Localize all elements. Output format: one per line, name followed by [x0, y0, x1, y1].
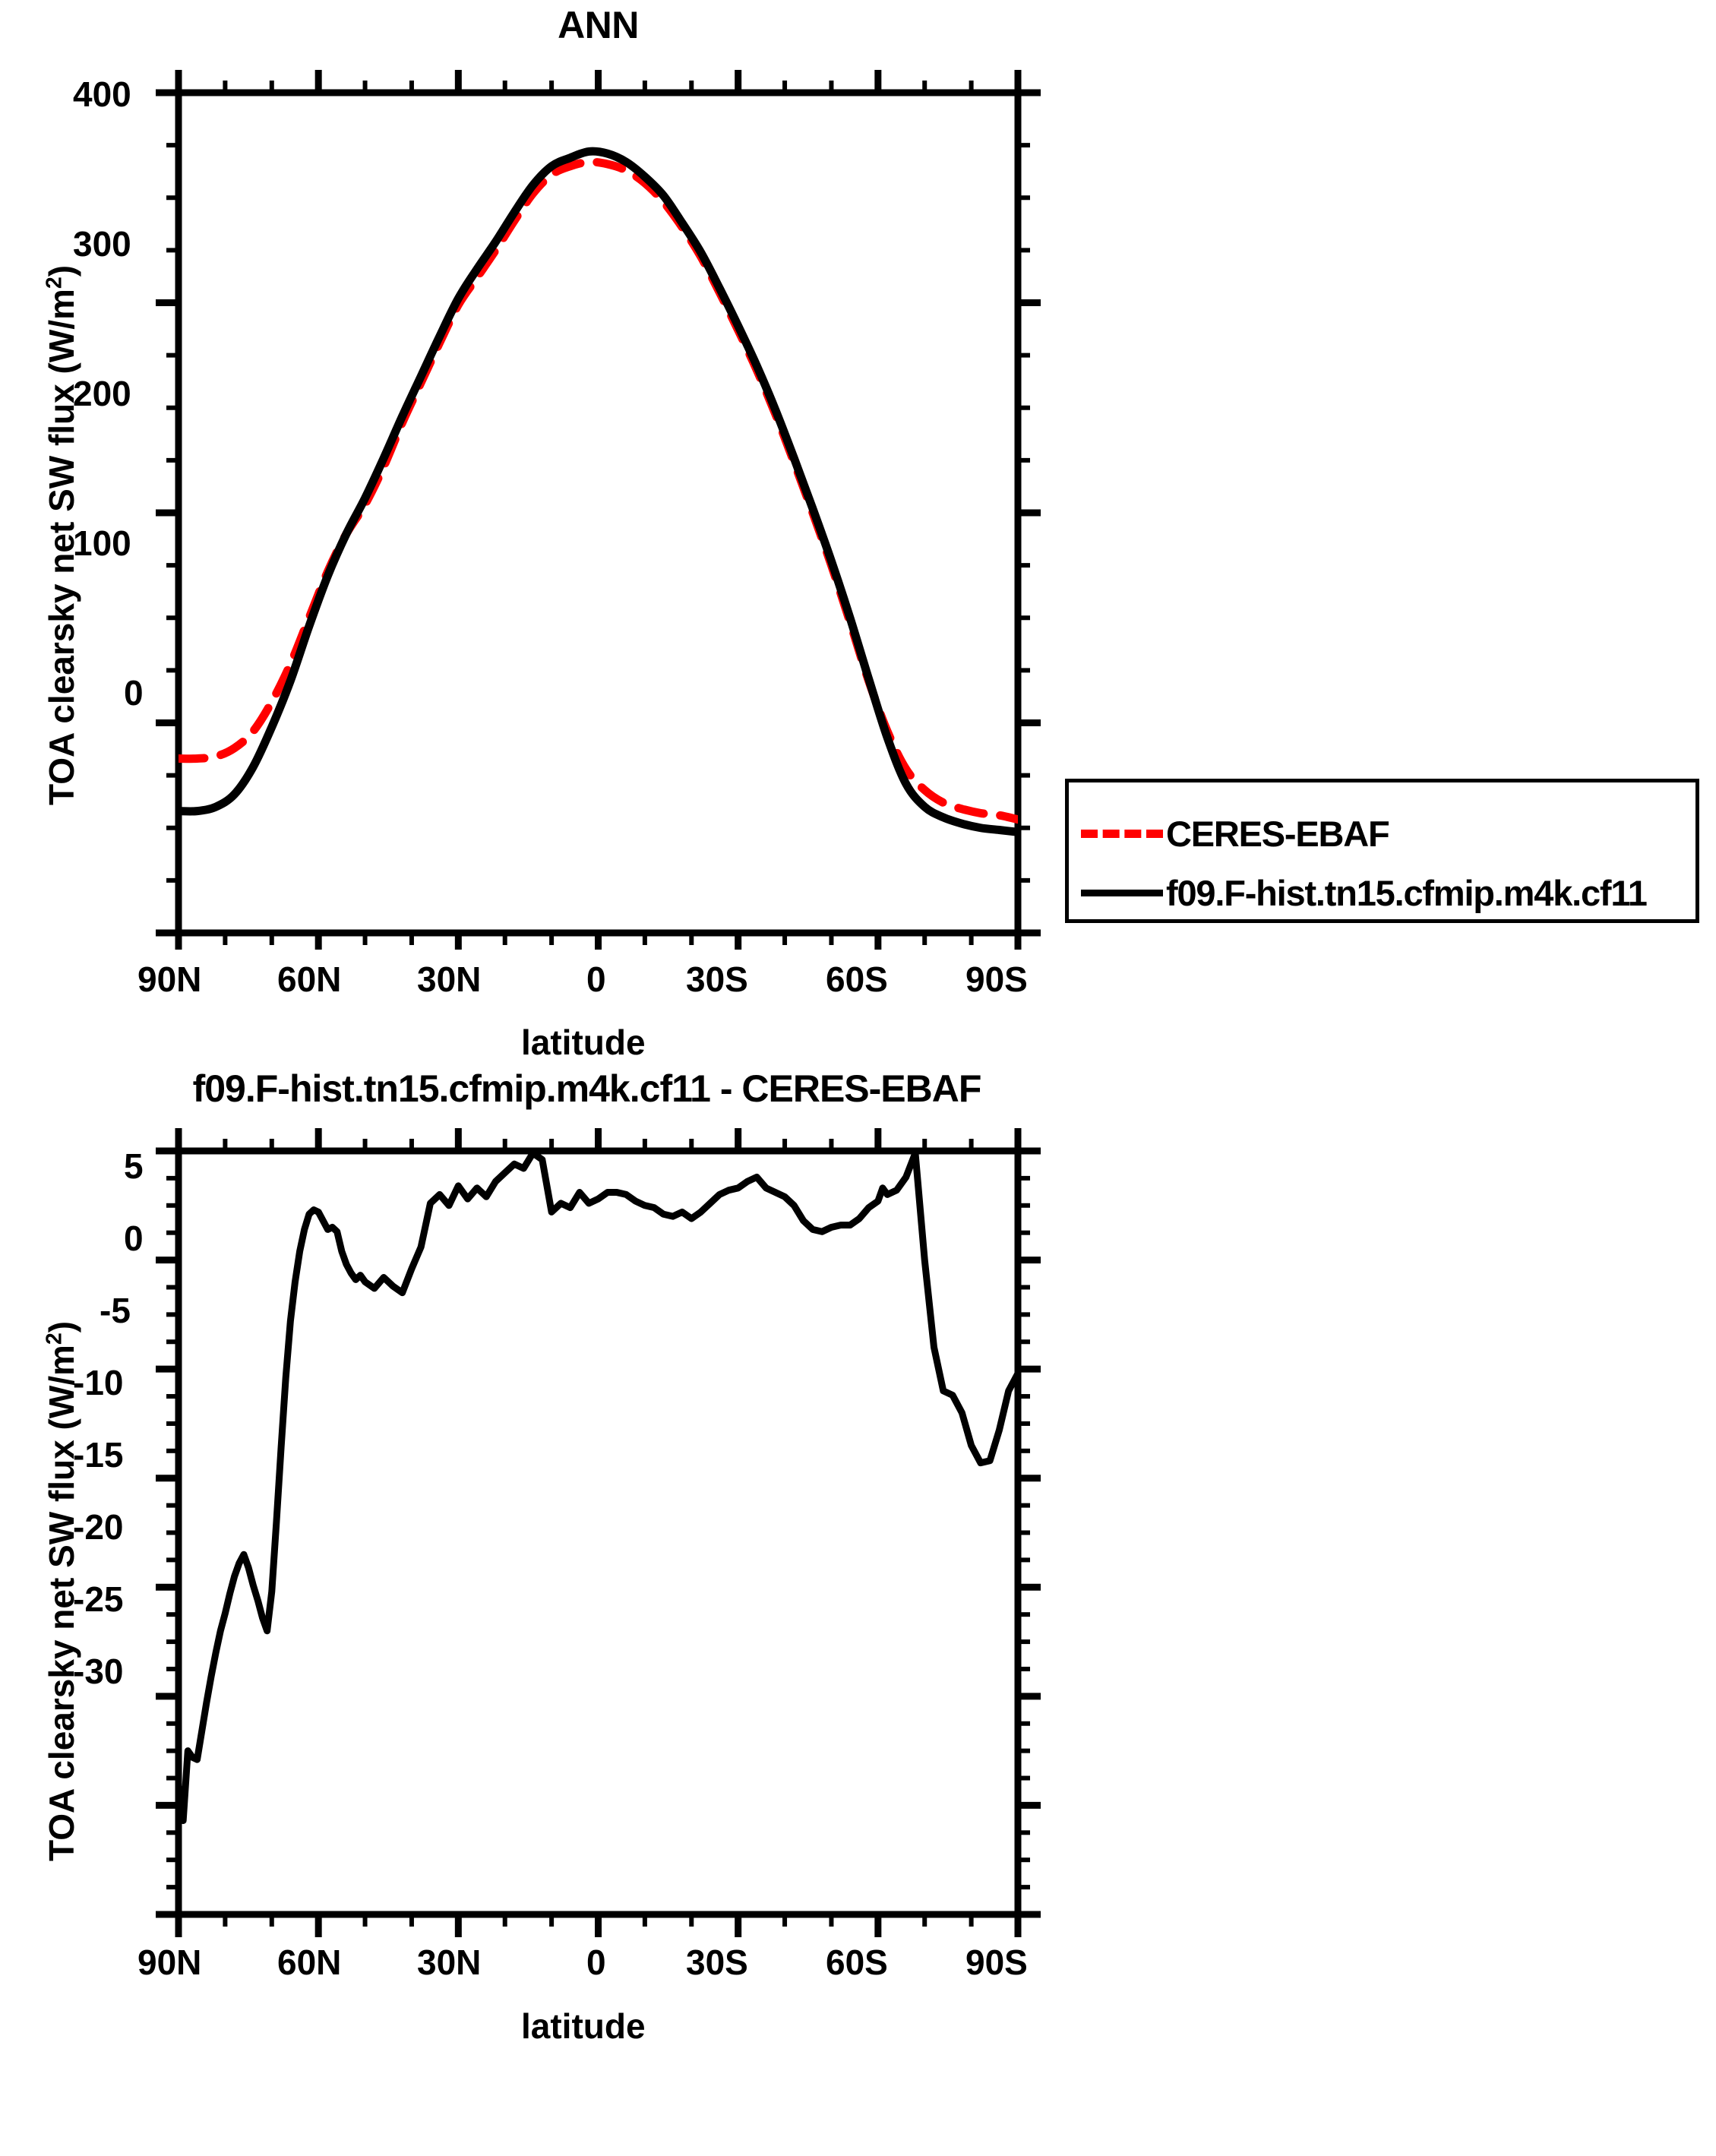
panel2-ytick-m30: -30 — [73, 1652, 124, 1691]
legend-label-ceres-ebaf: CERES-EBAF — [1166, 813, 1390, 854]
panel1-yaxis-label: TOA clearsky net SW flux (W/m2) — [41, 265, 82, 805]
panel1-yaxis-label-prefix: TOA clearsky net SW flux (W/m — [42, 289, 81, 805]
panel1-xtick-90N: 90N — [137, 959, 202, 999]
panel2-yaxis-label-suffix: ) — [42, 1320, 81, 1333]
panel1-xaxis-label: latitude — [521, 1023, 646, 1062]
panel2-yaxis-label-prefix: TOA clearsky net SW flux (W/m — [42, 1345, 81, 1861]
panel1-title: ANN — [558, 4, 639, 46]
panel2-xtick-30S: 30S — [686, 1943, 748, 1982]
panel1-yaxis-label-exponent: 2 — [42, 277, 67, 289]
legend-label-model: f09.F-hist.tn15.cfmip.m4k.cf11 — [1166, 872, 1648, 913]
panel1-ytick-300: 300 — [73, 224, 131, 264]
panel2-yaxis-label: TOA clearsky net SW flux (W/m2) — [41, 1321, 82, 1861]
panel1-xtick-60N: 60N — [277, 959, 342, 999]
panel2-xtick-60N: 60N — [277, 1943, 342, 1982]
panel1-xtick-0: 0 — [586, 959, 606, 999]
legend-item-ceres-ebaf: CERES-EBAF — [1069, 807, 1390, 860]
panel1-xtick-60S: 60S — [826, 959, 888, 999]
legend-item-model: f09.F-hist.tn15.cfmip.m4k.cf11 — [1069, 866, 1648, 919]
panel1-xtick-30S: 30S — [686, 959, 748, 999]
panel2-ytick-m25: -25 — [73, 1579, 124, 1619]
panel2-title: f09.F-hist.tn15.cfmip.m4k.cf11 - CERES-E… — [192, 1067, 982, 1110]
panel2-ytick-0: 0 — [124, 1219, 144, 1258]
panel2-ytick-m10: -10 — [73, 1363, 124, 1402]
legend-solid-line-icon — [1081, 889, 1163, 896]
panel1-ytick-200: 200 — [73, 374, 131, 413]
panel1-plot — [156, 70, 1041, 950]
panel2-plot — [156, 1128, 1041, 1937]
panel2-yaxis-label-exponent: 2 — [42, 1332, 67, 1345]
panel2-ytick-m5: -5 — [100, 1291, 131, 1330]
legend: CERES-EBAF f09.F-hist.tn15.cfmip.m4k.cf1… — [1065, 779, 1699, 923]
panel2-xaxis-label: latitude — [521, 2006, 646, 2046]
panel2-ytick-m15: -15 — [73, 1435, 124, 1475]
panel2-xtick-60S: 60S — [826, 1943, 888, 1982]
panel2-ytick-5: 5 — [124, 1146, 144, 1186]
panel1-yaxis-label-suffix: ) — [42, 264, 81, 277]
panel1-ytick-0: 0 — [124, 673, 144, 713]
panel1-xtick-30N: 30N — [417, 959, 482, 999]
panel2-xtick-90N: 90N — [137, 1943, 202, 1982]
panel2-xtick-90S: 90S — [965, 1943, 1028, 1982]
panel2-xtick-30N: 30N — [417, 1943, 482, 1982]
panel2-xtick-0: 0 — [586, 1943, 606, 1982]
panel2-ytick-m20: -20 — [73, 1507, 124, 1547]
legend-dashed-line-icon — [1081, 829, 1163, 838]
panel1-ytick-100: 100 — [73, 523, 131, 563]
panel1-xtick-90S: 90S — [965, 959, 1028, 999]
panel1-ytick-400: 400 — [73, 74, 131, 114]
